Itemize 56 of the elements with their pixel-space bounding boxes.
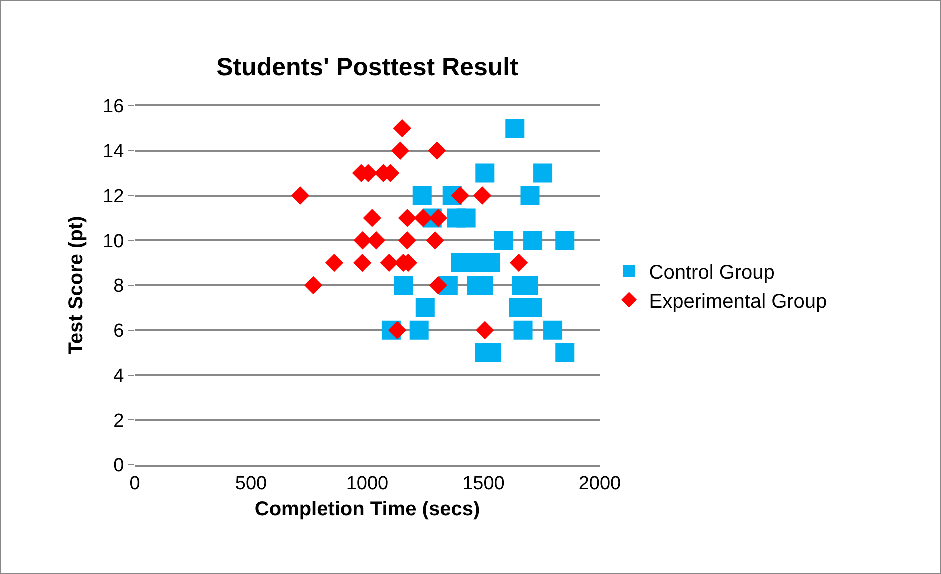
point: [476, 164, 495, 183]
point: [398, 232, 417, 250]
y-tick-label: 10: [103, 231, 124, 252]
legend-label: Experimental Group: [649, 290, 828, 313]
point: [394, 276, 414, 295]
point: [354, 232, 372, 250]
point: [291, 186, 310, 205]
y-axis-title: Test Score (pt): [66, 216, 88, 355]
y-tick-label: 12: [103, 186, 124, 208]
y-tick-label: 16: [103, 96, 124, 118]
point: [393, 119, 412, 138]
y-tick-label: 4: [114, 366, 125, 387]
x-tick-label: 1500: [462, 474, 505, 495]
y-tick-label: 8: [114, 276, 124, 298]
point: [456, 208, 476, 228]
point: [482, 343, 502, 362]
point: [494, 231, 514, 250]
point: [325, 254, 344, 272]
point: [524, 231, 543, 250]
legend-label: Control Group: [649, 262, 775, 284]
point: [391, 142, 410, 160]
point: [473, 186, 492, 205]
x-tick-label: 2000: [578, 474, 622, 495]
x-tick-label: 500: [235, 474, 268, 495]
point: [534, 164, 553, 183]
x-tick-label: 0: [130, 474, 140, 495]
point: [414, 209, 432, 228]
point: [416, 298, 435, 318]
point: [451, 186, 470, 205]
y-tick-label: 0: [114, 456, 124, 477]
point: [388, 321, 407, 340]
x-axis-title: Completion Time (secs): [254, 498, 480, 521]
point: [304, 276, 323, 295]
point: [476, 321, 494, 340]
point: [556, 231, 575, 250]
point: [510, 254, 528, 272]
y-tick-label: 2: [114, 410, 124, 432]
y-tick-label: 6: [114, 321, 124, 342]
point: [398, 209, 417, 228]
point: [514, 320, 533, 340]
point: [426, 232, 444, 250]
point: [429, 209, 448, 228]
point: [506, 118, 525, 138]
point: [520, 186, 540, 206]
point: [363, 209, 382, 228]
x-tick-label: 1000: [346, 474, 389, 495]
chart-title: Students' Posttest Result: [216, 54, 520, 82]
point: [556, 343, 575, 362]
point: [429, 276, 448, 295]
point: [380, 254, 398, 272]
point: [428, 142, 446, 160]
point: [544, 320, 563, 340]
point: [412, 186, 432, 206]
point: [354, 254, 372, 272]
point: [410, 320, 429, 340]
y-tick-label: 14: [103, 142, 125, 163]
